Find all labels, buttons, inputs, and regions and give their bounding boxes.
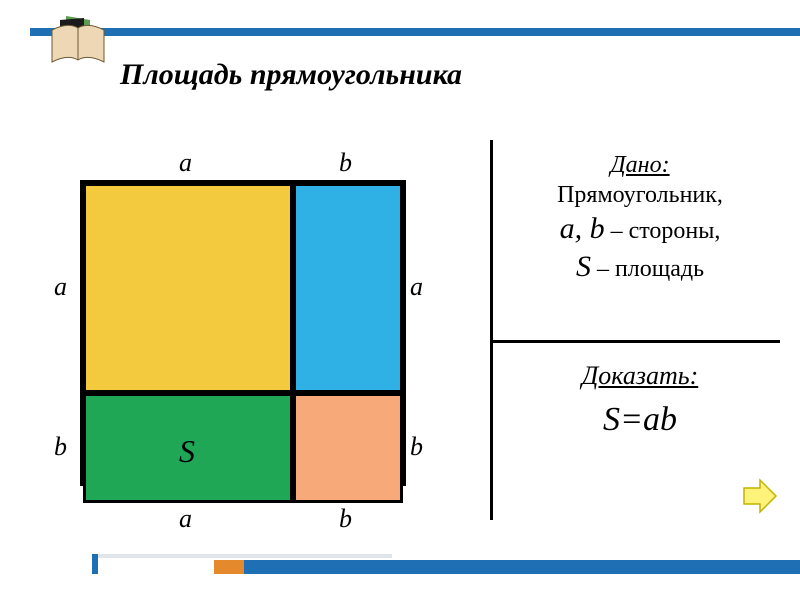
page-title: Площадь прямоугольника: [120, 58, 462, 92]
footer-thin-bar: [92, 554, 392, 558]
piece-ab-bottom: S: [83, 393, 293, 503]
square-diagram: S: [80, 180, 406, 486]
books-icon: [48, 10, 108, 70]
label-bottom-a: a: [179, 504, 192, 534]
label-top-a: a: [179, 148, 192, 178]
label-top-b: b: [339, 148, 352, 178]
given-line-2: a, b – стороны,: [500, 210, 780, 248]
footer-blue-bar: [244, 560, 800, 574]
label-bottom-b: b: [339, 504, 352, 534]
label-left-b: b: [54, 432, 67, 462]
given-line-1: Прямоугольник,: [500, 180, 780, 210]
given-line-3: S – площадь: [500, 248, 780, 286]
prove-formula: S=ab: [500, 399, 780, 442]
horizontal-divider: [490, 340, 780, 343]
given-block: Дано: Прямоугольник, a, b – стороны, S –…: [500, 150, 780, 285]
next-arrow-icon[interactable]: [740, 476, 780, 521]
piece-bb: [293, 393, 403, 503]
s-label: S: [179, 433, 195, 470]
header-line: [30, 28, 800, 36]
prove-block: Доказать: S=ab: [500, 360, 780, 441]
vertical-divider: [490, 140, 493, 520]
label-right-a: a: [410, 272, 423, 302]
given-heading: Дано:: [610, 152, 669, 178]
footer-orange-bar: [214, 560, 244, 574]
piece-aa: [83, 183, 293, 393]
footer-tick: [92, 554, 98, 574]
label-right-b: b: [410, 432, 423, 462]
prove-heading: Доказать:: [582, 361, 698, 390]
piece-ab-right: [293, 183, 403, 393]
label-left-a: a: [54, 272, 67, 302]
